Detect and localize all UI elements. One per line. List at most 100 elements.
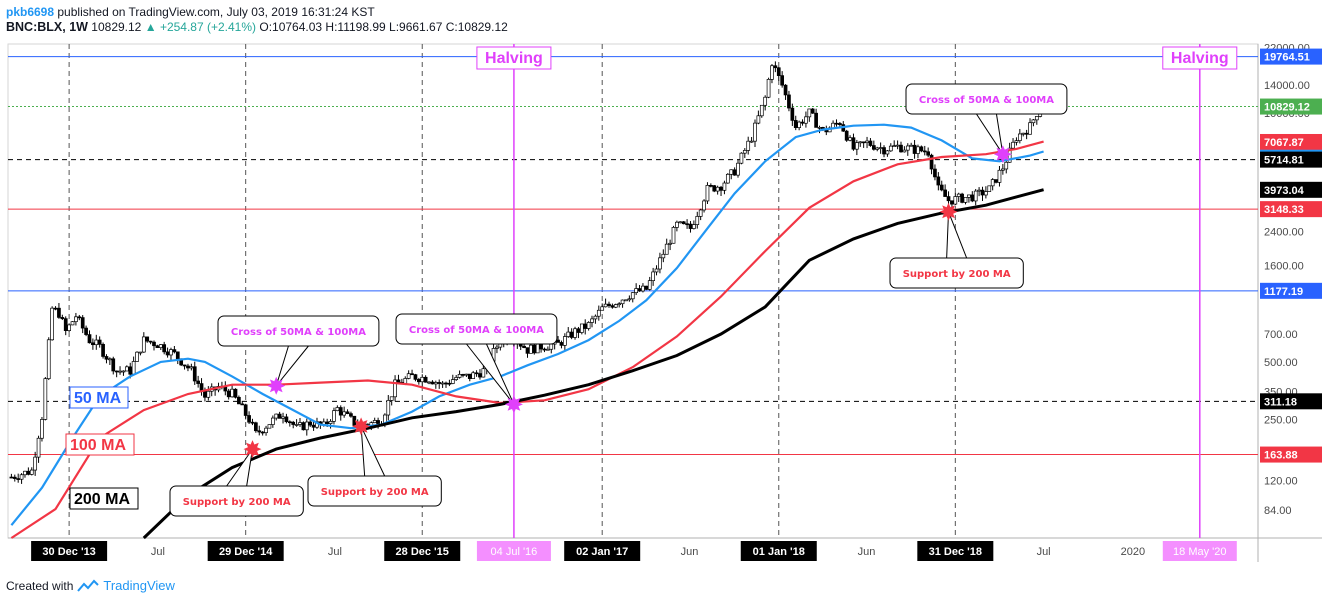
x-tick-label: Jul [328,546,342,558]
candle-body [413,374,418,380]
support-annotation-text: Support by 200 MA [321,487,429,498]
candle-body [807,108,812,118]
candle-body [1028,122,1032,135]
up-arrow-icon: ▲ [144,20,157,34]
candle-body [43,378,48,420]
halving-label-box [476,46,552,70]
candle-body [848,137,852,141]
candle-body [654,268,659,273]
candle-body [905,145,910,151]
candle-body [851,137,856,150]
candle-body [675,221,679,228]
candle-body [661,253,666,259]
candle-body [250,421,255,424]
candle-body [810,108,815,114]
candle-body [919,146,924,152]
candle-body [844,130,849,141]
candle-body [199,383,204,391]
candle-body [481,368,486,378]
candle-body [922,150,927,153]
candle-body [118,370,122,373]
candle-body [705,184,710,202]
candle-body [797,121,801,128]
candle-body [583,323,588,329]
candle-body [471,372,476,379]
candle-body [464,373,469,376]
halving-date-tag-box [1162,541,1237,561]
candle-body [953,196,958,205]
candle-body [892,145,897,147]
callout-box [395,313,558,345]
candle-body [101,344,105,357]
price-tag-label: 1177.19 [1264,286,1303,298]
candle-body [74,316,78,323]
candle-body [688,223,693,229]
y-tick-label: 14000.00 [1264,80,1310,92]
ma-label-box [65,433,135,456]
candle-body [997,169,1002,183]
candle-body [396,379,401,383]
x-tick-label: 01 Jan '18 [753,546,805,558]
cross-annotation-text: Cross of 50MA & 100MA [409,325,544,336]
candle-body [529,344,533,354]
candle-body [87,334,92,344]
cross-annotation-text: Cross of 50MA & 100MA [919,95,1054,106]
candle-body [525,347,530,354]
candle-body [60,317,65,319]
candle-body [114,370,119,373]
candle-body [749,140,754,143]
candle-body [281,416,285,419]
support-marker-icon [352,417,371,436]
candle-body [725,173,730,184]
candle-body [111,358,116,372]
candle-body [189,366,194,369]
candle-body [84,327,88,335]
candle-body [148,340,153,343]
footer: Created with TradingView [6,578,175,593]
candle-body [804,116,808,124]
candle-body [641,285,645,292]
candle-body [562,336,567,346]
x-tick-label: 2020 [1121,546,1145,558]
candle-body [593,315,598,320]
candle-body [141,336,146,353]
candle-body [1001,168,1005,171]
publish-line: pkb6698 published on TradingView.com, Ju… [6,5,508,20]
cross-marker-icon [267,376,286,395]
candle-body [977,189,981,192]
candle-body [196,380,200,384]
candle-body [868,140,873,146]
candle-body [1004,161,1009,170]
candle-body [338,407,343,416]
candle-body [929,154,934,170]
tradingview-link[interactable]: TradingView [103,578,175,593]
price-tag-box [1260,393,1322,410]
halving-date-label: 04 Jul '16 [491,546,538,558]
candle-body [973,190,978,202]
candle-body [254,422,258,432]
candle-body [600,306,605,311]
candle-body [610,305,615,308]
candle-body [542,348,547,351]
candle-body [478,373,482,378]
candle-body [620,299,625,305]
candle-body [80,317,85,329]
callout-box [217,315,380,347]
candle-body [763,96,768,106]
candle-body [569,331,574,338]
cross-annotation-text: Cross of 50MA & 100MA [231,327,366,338]
date-tag-box [917,541,994,561]
candle-body [304,421,309,431]
candle-body [787,94,791,109]
halving-date-tag-box [476,541,551,561]
ma-label-box [69,487,139,510]
candle-body [270,417,275,425]
candle-body [165,351,170,356]
halving-label: Halving [1171,50,1229,67]
candle-body [814,112,818,128]
candle-body [97,339,102,345]
author-link[interactable]: pkb6698 [6,5,55,19]
candle-body [943,189,947,197]
x-tick-label: 31 Dec '18 [929,546,982,558]
